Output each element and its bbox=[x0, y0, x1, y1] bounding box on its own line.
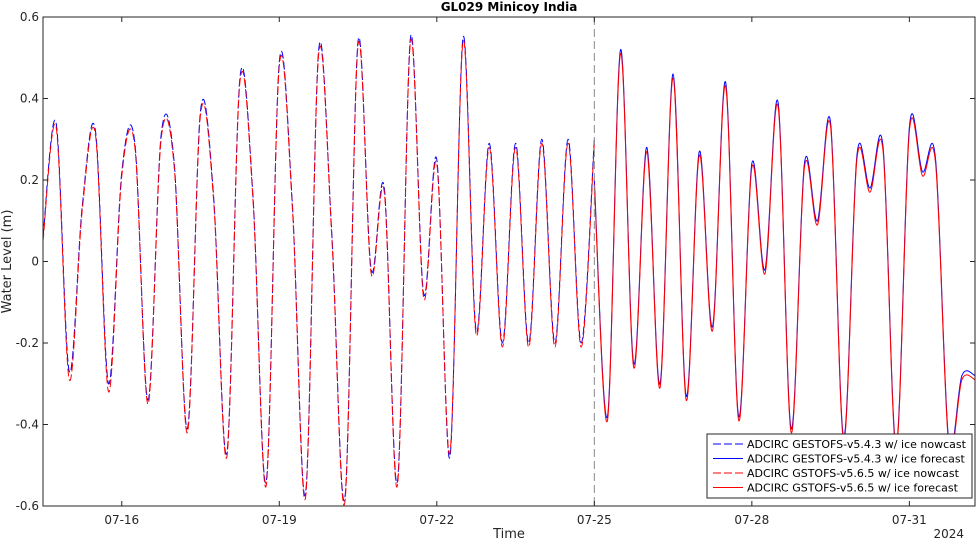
x-tick-label: 07-16 bbox=[104, 513, 139, 527]
x-tick-label: 07-22 bbox=[419, 513, 454, 527]
plot-lines bbox=[42, 34, 976, 506]
series-line-4 bbox=[593, 53, 976, 454]
y-tick-label: 0 bbox=[31, 255, 39, 269]
y-tick-label: 0.6 bbox=[20, 10, 39, 24]
x-tick-label: 07-19 bbox=[262, 513, 297, 527]
legend-box bbox=[706, 433, 973, 499]
y-axis-label: Water Level (m) bbox=[0, 210, 15, 314]
x-axis-label: Time bbox=[492, 527, 525, 541]
y-tick-label: -0.2 bbox=[16, 336, 39, 350]
series-line-3 bbox=[42, 38, 595, 506]
x-tick-label: 07-28 bbox=[734, 513, 769, 527]
y-tick-label: 0.4 bbox=[20, 92, 39, 106]
x-tick-label: 07-31 bbox=[892, 513, 927, 527]
y-axis: -0.6 -0.4 -0.2 0 0.2 0.4 0.6 bbox=[16, 10, 975, 513]
x-tick-label: 07-25 bbox=[577, 513, 612, 527]
y-tick-label: 0.2 bbox=[20, 173, 39, 187]
legend-entry-3: ADCIRC GSTOFS-v5.6.5 w/ ice nowcast bbox=[747, 467, 960, 480]
x-axis: 07-16 07-19 07-22 07-25 07-28 07-31 bbox=[104, 17, 927, 527]
chart-title: GL029 Minicoy India bbox=[441, 0, 578, 14]
y-tick-label: -0.6 bbox=[16, 499, 39, 513]
legend-entry-1: ADCIRC GESTOFS-v5.4.3 w/ ice nowcast bbox=[747, 438, 967, 451]
year-label: 2024 bbox=[933, 527, 964, 541]
legend-entry-2: ADCIRC GESTOFS-v5.4.3 w/ ice forecast bbox=[747, 453, 966, 466]
legend: ADCIRC GESTOFS-v5.4.3 w/ ice nowcast ADCI… bbox=[706, 433, 973, 499]
y-tick-label: -0.4 bbox=[16, 418, 39, 432]
legend-entry-4: ADCIRC GSTOFS-v5.6.5 w/ ice forecast bbox=[747, 482, 959, 495]
